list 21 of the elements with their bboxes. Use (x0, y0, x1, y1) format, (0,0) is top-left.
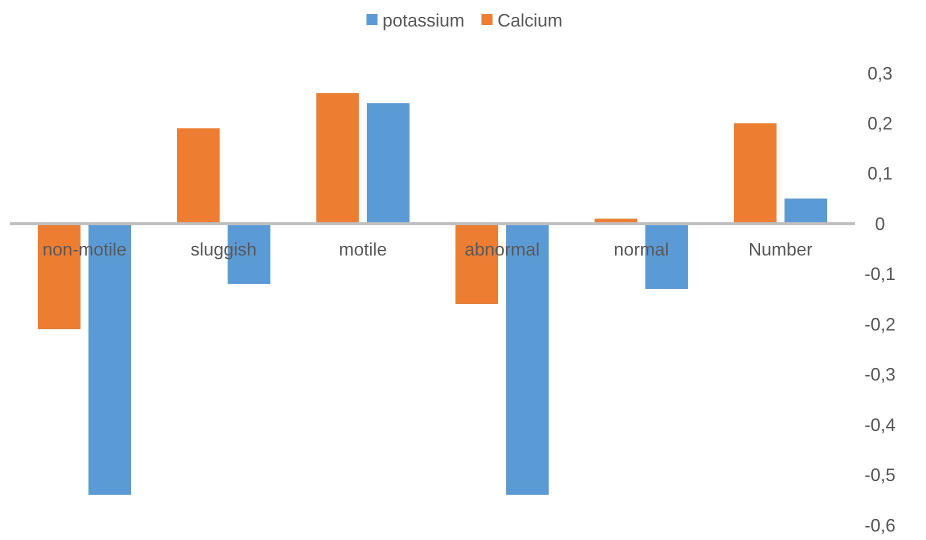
legend-label: potassium (382, 10, 465, 30)
x-tick-label: motile (338, 240, 387, 260)
legend-label: Calcium (498, 10, 563, 30)
x-tick-label: Number (748, 240, 813, 260)
y-tick-label: 0,1 (867, 164, 893, 184)
bar (366, 103, 410, 224)
y-tick-label: -0,4 (864, 414, 896, 435)
bar (784, 198, 828, 224)
y-tick-label: 0,3 (867, 63, 893, 84)
x-tick-label: non-motile (42, 240, 126, 260)
y-tick-label: -0,1 (864, 264, 896, 284)
x-tick-label: abnormal (464, 240, 540, 260)
bar (316, 93, 359, 224)
y-tick-label: -0,5 (864, 465, 896, 486)
bar (734, 123, 777, 224)
y-tick-label: -0,3 (864, 364, 896, 385)
y-tick-label: -0,2 (864, 314, 896, 334)
y-tick-label: 0 (874, 214, 886, 234)
bar (177, 128, 220, 224)
y-tick-label: -0,6 (864, 515, 896, 536)
y-tick-label: 0,2 (867, 114, 893, 134)
